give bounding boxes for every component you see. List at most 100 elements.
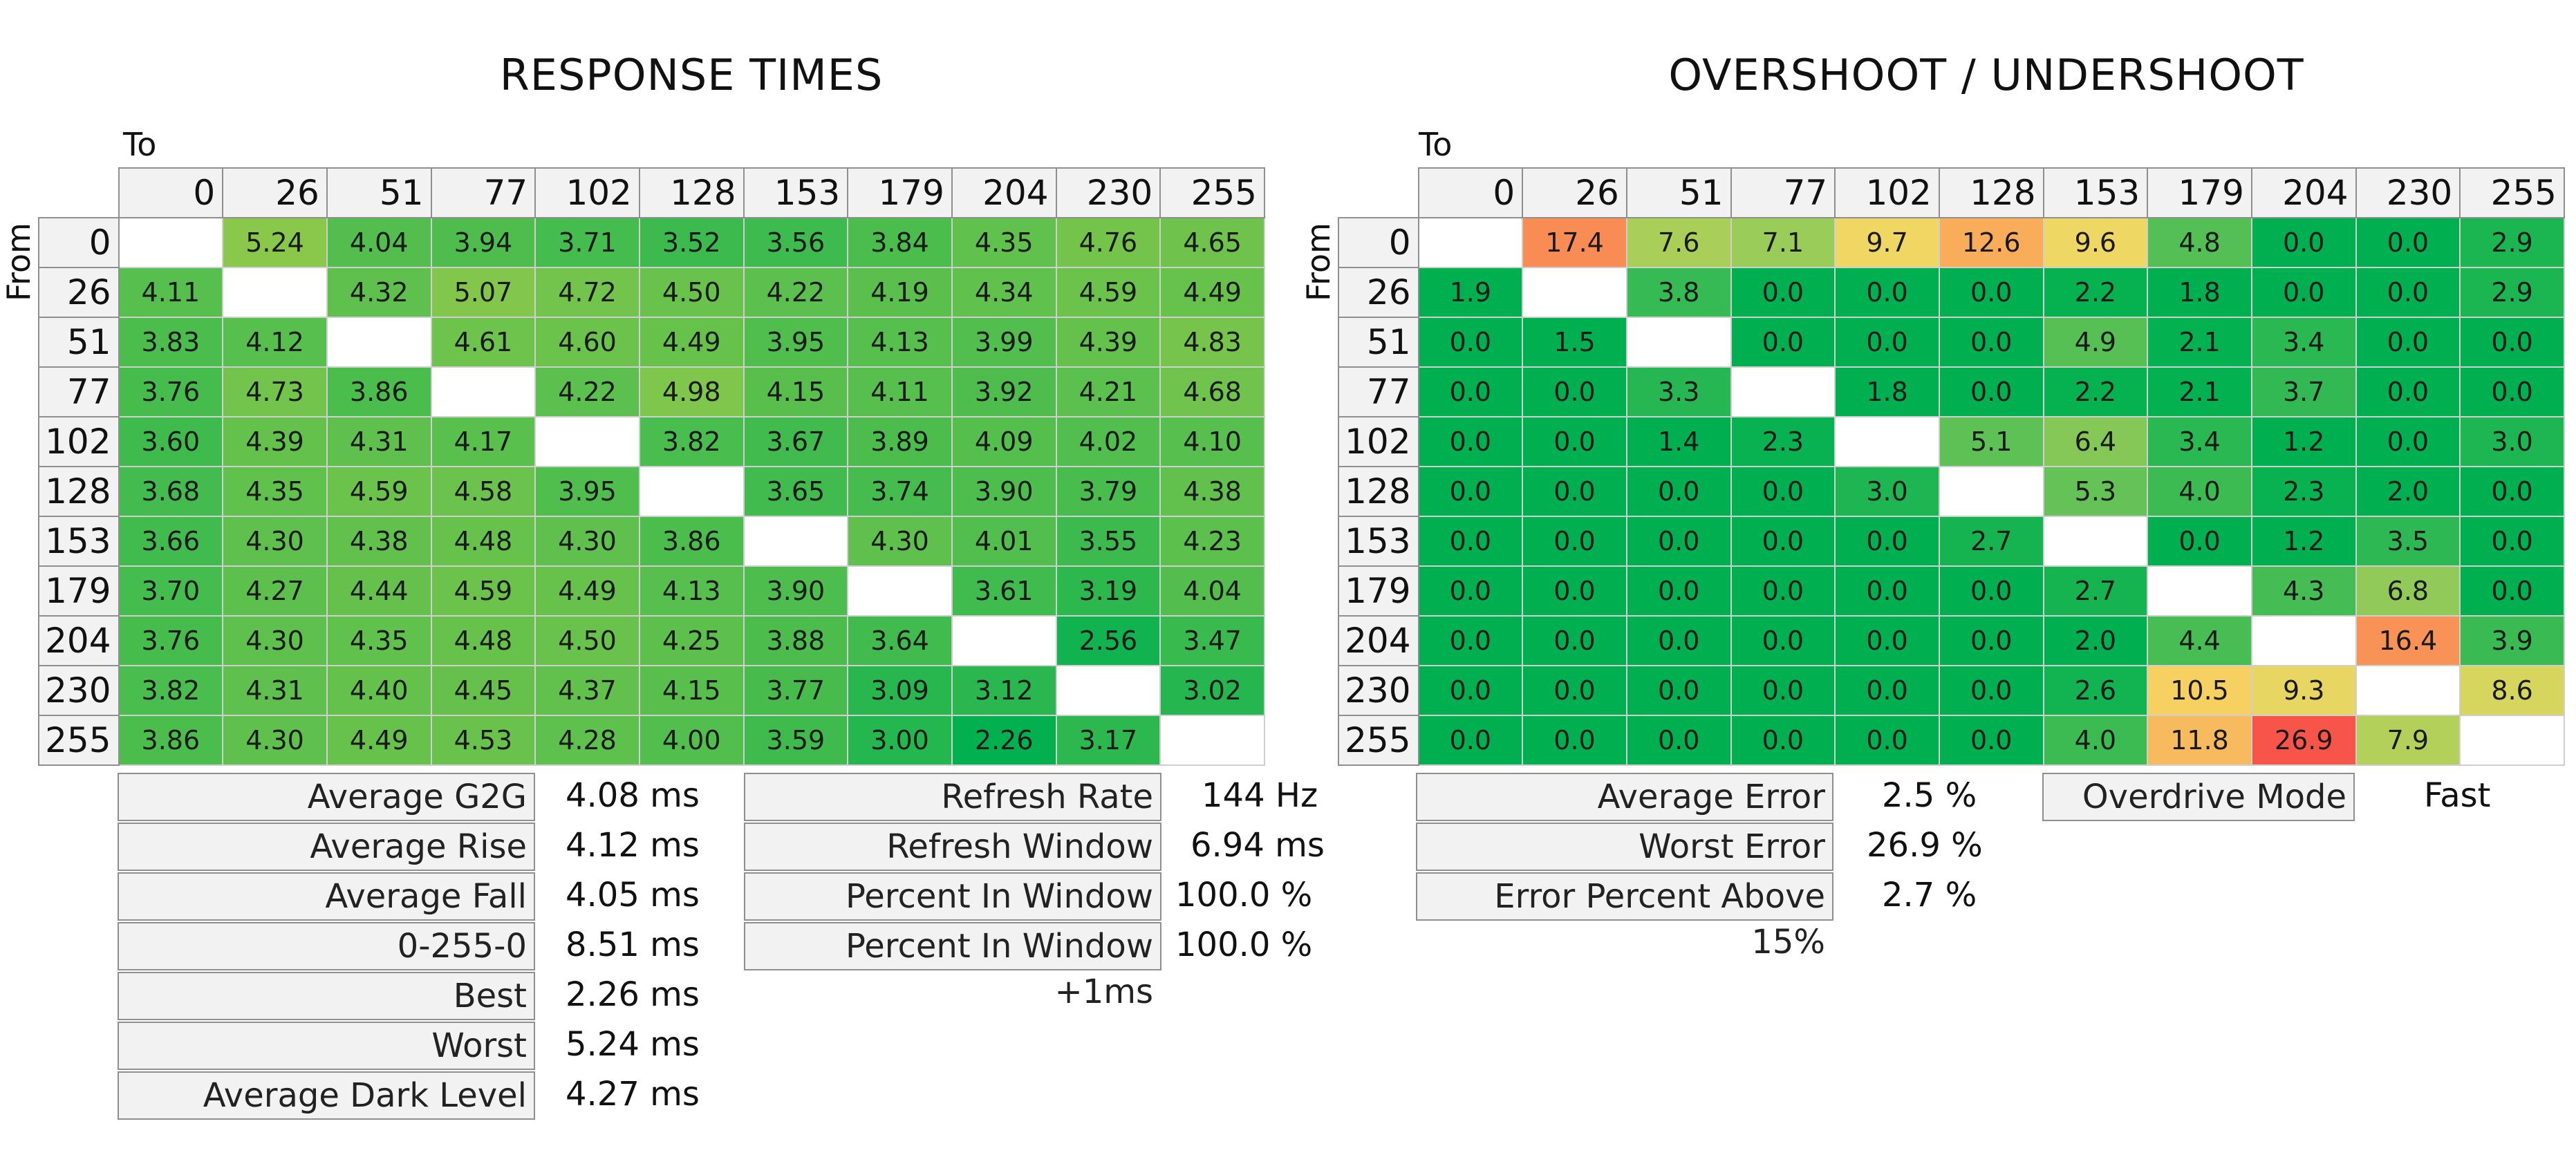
rt-cell-153-128: 3.86	[638, 516, 745, 567]
od-cell-102-179: 3.4	[2147, 416, 2252, 467]
rt-from-level-51: 51	[38, 317, 120, 368]
response-times-from-label: From	[0, 223, 37, 301]
od-cell-179-102: 0.0	[1834, 565, 1940, 617]
rt-cell-204-179: 3.64	[847, 615, 953, 666]
od-cell-128-26: 0.0	[1522, 466, 1627, 517]
od-cell-77-153: 2.2	[2042, 366, 2149, 417]
od-cell-77-179: 2.1	[2147, 366, 2252, 417]
rt-cell-0-179: 3.84	[847, 217, 953, 268]
rt-cell-26-204: 4.34	[951, 267, 1057, 318]
od-row: 51 0.0 1.5 0.0 0.0 0.0 4.9 2.1 3.4 0.0 0.0	[1338, 317, 2565, 368]
od-cell-204-230: 16.4	[2355, 615, 2461, 666]
rt-from-level-204: 204	[38, 615, 120, 666]
od-to-level-26: 26	[1522, 167, 1627, 218]
od-cell-255-153: 4.0	[2042, 715, 2149, 766]
rt-from-level-0: 0	[38, 217, 120, 268]
stat-average-error-label: Average Error	[1416, 773, 1833, 821]
rt-cell-153-230: 3.55	[1055, 516, 1161, 567]
od-cell-51-204: 3.4	[2250, 317, 2357, 368]
rt-cell-204-102: 4.50	[534, 615, 640, 666]
od-cell-26-204: 0.0	[2250, 267, 2357, 318]
rt-cell-26-0: 4.11	[118, 267, 224, 318]
od-cell-0-255: 2.9	[2459, 217, 2565, 268]
stat-worst-error-value: 26.9 %	[1867, 826, 1983, 865]
rt-cell-255-179: 3.00	[847, 715, 953, 766]
od-cell-77-255: 0.0	[2459, 366, 2565, 417]
od-cell-0-128: 12.6	[1938, 217, 2044, 268]
od-to-level-179: 179	[2147, 167, 2252, 218]
stat-refresh-window-label: Refresh Window	[744, 823, 1161, 871]
rt-cell-77-128: 4.98	[638, 366, 745, 417]
od-to-level-77: 77	[1730, 167, 1836, 218]
od-cell-102-153: 6.4	[2042, 416, 2149, 467]
rt-cell-128-102: 3.95	[534, 466, 640, 517]
rt-cell-26-77: 5.07	[430, 267, 536, 318]
rt-cell-51-51	[326, 317, 432, 368]
rt-cell-77-26: 4.73	[222, 366, 328, 417]
od-cell-26-230: 0.0	[2355, 267, 2461, 318]
od-cell-51-0: 0.0	[1417, 317, 1524, 368]
rt-from-level-153: 153	[38, 516, 120, 567]
od-cell-128-255: 0.0	[2459, 466, 2565, 517]
rt-cell-77-77	[430, 366, 536, 417]
overshoot-heatmap: 0 26 51 77 102 128 153 179 204 230 255 0 17.4 7.6 7.1 9…	[1338, 167, 2565, 766]
rt-cell-153-26: 4.30	[222, 516, 328, 567]
od-cell-0-77: 7.1	[1730, 217, 1836, 268]
rt-cell-51-26: 4.12	[222, 317, 328, 368]
rt-cell-204-0: 3.76	[118, 615, 224, 666]
od-cell-0-204: 0.0	[2250, 217, 2357, 268]
od-cell-26-179: 1.8	[2147, 267, 2252, 318]
rt-cell-77-204: 3.92	[951, 366, 1057, 417]
od-from-level-102: 102	[1338, 416, 1419, 467]
rt-cell-179-26: 4.27	[222, 565, 328, 617]
rt-cell-102-153: 3.67	[743, 416, 849, 467]
od-cell-26-128: 0.0	[1938, 267, 2044, 318]
stat-best-label: Best	[118, 972, 535, 1020]
rt-cell-26-179: 4.19	[847, 267, 953, 318]
od-row: 77 0.0 0.0 3.3 1.8 0.0 2.2 2.1 3.7 0.0 0.0	[1338, 366, 2565, 417]
response-times-to-label: To	[123, 126, 157, 163]
stat-average-rise-label: Average Rise	[118, 823, 535, 871]
od-from-level-77: 77	[1338, 366, 1419, 417]
od-cell-26-255: 2.9	[2459, 267, 2565, 318]
od-cell-179-0: 0.0	[1417, 565, 1524, 617]
rt-cell-255-0: 3.86	[118, 715, 224, 766]
od-cell-0-51: 7.6	[1625, 217, 1732, 268]
rt-cell-128-204: 3.90	[951, 466, 1057, 517]
rt-cell-128-230: 3.79	[1055, 466, 1161, 517]
rt-cell-230-153: 3.77	[743, 665, 849, 716]
rt-to-level-0: 0	[118, 167, 224, 218]
rt-cell-204-51: 4.35	[326, 615, 432, 666]
od-to-level-204: 204	[2250, 167, 2357, 218]
stat-refresh-window-value: 6.94 ms	[1191, 826, 1325, 865]
od-cell-51-230: 0.0	[2355, 317, 2461, 368]
rt-cell-102-179: 3.89	[847, 416, 953, 467]
od-cell-102-255: 3.0	[2459, 416, 2565, 467]
rt-cell-128-153: 3.65	[743, 466, 849, 517]
od-cell-77-102: 1.8	[1834, 366, 1940, 417]
od-row: 204 0.0 0.0 0.0 0.0 0.0 0.0 2.0 4.4 16.4 3.9	[1338, 615, 2565, 666]
od-cell-179-51: 0.0	[1625, 565, 1732, 617]
rt-cell-0-102: 3.71	[534, 217, 640, 268]
rt-cell-128-0: 3.68	[118, 466, 224, 517]
rt-cell-179-77: 4.59	[430, 565, 536, 617]
rt-cell-230-102: 4.37	[534, 665, 640, 716]
overshoot-title: OVERSHOOT / UNDERSHOOT	[1668, 50, 2304, 100]
rt-cell-77-51: 3.86	[326, 366, 432, 417]
rt-row: 230 3.82 4.31 4.40 4.45 4.37 4.15 3.77 3.09 3.12 3…	[38, 665, 1265, 716]
od-row: 153 0.0 0.0 0.0 0.0 0.0 2.7 0.0 1.2 3.5 0.0	[1338, 516, 2565, 567]
rt-cell-26-51: 4.32	[326, 267, 432, 318]
od-cell-204-204	[2250, 615, 2357, 666]
rt-cell-255-230: 3.17	[1055, 715, 1161, 766]
rt-row: 102 3.60 4.39 4.31 4.17 3.82 3.67 3.89 4.09 4.02 4…	[38, 416, 1265, 467]
stat-0-255-0-label: 0-255-0	[118, 922, 535, 970]
od-cell-255-77: 0.0	[1730, 715, 1836, 766]
rt-row: 128 3.68 4.35 4.59 4.58 3.95 3.65 3.74 3.90 3.79 4…	[38, 466, 1265, 517]
rt-row: 204 3.76 4.30 4.35 4.48 4.50 4.25 3.88 3.64 2.56 3…	[38, 615, 1265, 666]
rt-to-level-128: 128	[638, 167, 745, 218]
od-cell-51-255: 0.0	[2459, 317, 2565, 368]
rt-corner	[39, 168, 119, 218]
od-cell-255-204: 26.9	[2250, 715, 2357, 766]
od-cell-153-230: 3.5	[2355, 516, 2461, 567]
rt-row: 179 3.70 4.27 4.44 4.59 4.49 4.13 3.90 3.61 3.19 4…	[38, 565, 1265, 617]
